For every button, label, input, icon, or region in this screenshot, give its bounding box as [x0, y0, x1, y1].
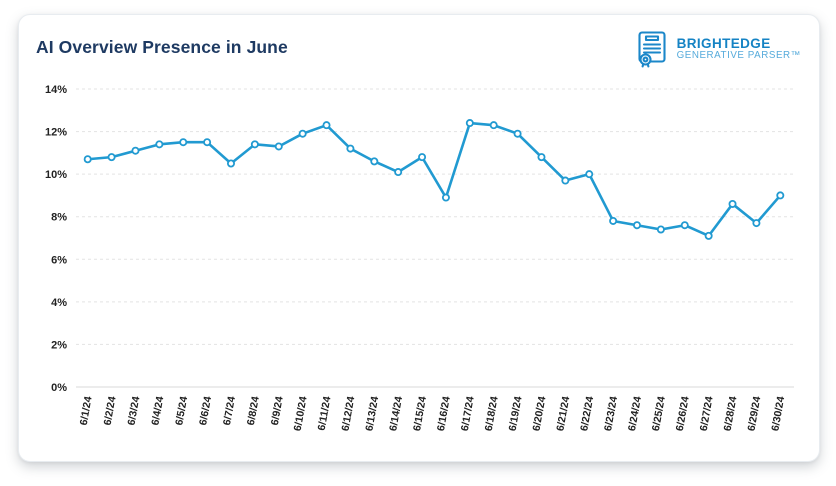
x-axis-tick-label: 6/13/24: [363, 395, 381, 432]
y-axis-tick-label: 8%: [51, 212, 67, 224]
y-axis-tick-label: 6%: [51, 254, 67, 266]
data-point-6/19/24: [513, 129, 522, 138]
data-point-6/14/24: [394, 168, 403, 177]
x-axis-tick-label: 6/15/24: [411, 395, 429, 432]
data-point-6/29/24: [752, 219, 761, 228]
data-point-6/3/24: [131, 146, 140, 155]
x-axis-tick-label: 6/30/24: [769, 395, 787, 432]
y-axis-tick-label: 12%: [45, 127, 67, 139]
x-axis-tick-label: 6/23/24: [602, 395, 620, 432]
data-point-6/4/24: [155, 140, 164, 149]
certificate-document-icon: [634, 30, 670, 68]
x-axis-tick-label: 6/1/24: [78, 395, 95, 426]
logo-brand-text: BRIGHTEDGE: [676, 35, 771, 51]
logo-text: BRIGHTEDGE GENERATIVE PARSER™: [676, 35, 801, 61]
data-point-6/25/24: [656, 225, 665, 234]
data-point-6/30/24: [776, 191, 785, 200]
x-axis-tick-label: 6/29/24: [745, 395, 763, 432]
data-point-6/8/24: [250, 140, 259, 149]
x-axis-tick-label: 6/16/24: [435, 395, 453, 432]
data-point-6/13/24: [370, 157, 379, 166]
x-axis-tick-label: 6/24/24: [626, 395, 644, 432]
x-axis-tick-label: 6/7/24: [221, 395, 238, 426]
x-axis-tick-label: 6/12/24: [339, 395, 357, 432]
data-point-6/12/24: [346, 144, 355, 153]
x-axis-tick-label: 6/21/24: [554, 395, 572, 432]
x-axis-tick-label: 6/22/24: [578, 395, 596, 432]
data-point-6/10/24: [298, 129, 307, 138]
y-axis-tick-label: 10%: [45, 169, 67, 181]
logo-subtitle-text: GENERATIVE PARSER™: [676, 49, 801, 61]
chart-card: AI Overview Presence in June: [18, 14, 820, 462]
x-axis-tick-label: 6/26/24: [674, 395, 692, 432]
data-point-6/1/24: [83, 155, 92, 164]
x-axis-tick-label: 6/19/24: [507, 395, 525, 432]
data-point-6/7/24: [226, 159, 235, 168]
data-point-6/21/24: [561, 176, 570, 185]
x-axis-tick-label: 6/17/24: [459, 395, 477, 432]
series-line: [86, 121, 782, 238]
data-point-6/16/24: [441, 193, 450, 202]
data-point-6/18/24: [489, 121, 498, 130]
data-point-6/6/24: [203, 138, 212, 147]
y-axis-tick-label: 4%: [51, 297, 67, 309]
x-axis-tick-label: 6/4/24: [149, 395, 166, 426]
x-axis-tick-label: 6/3/24: [126, 395, 143, 426]
x-axis-tick-label: 6/20/24: [531, 395, 549, 432]
x-axis-tick-label: 6/6/24: [197, 395, 214, 426]
data-point-6/5/24: [179, 138, 188, 147]
data-point-6/17/24: [465, 119, 474, 128]
data-point-6/2/24: [107, 153, 116, 162]
x-axis-tick-label: 6/2/24: [102, 395, 119, 426]
x-axis-tick-label: 6/8/24: [245, 395, 262, 426]
x-axis-tick-label: 6/10/24: [292, 395, 310, 432]
x-axis-tick-label: 6/5/24: [173, 395, 190, 426]
brightedge-logo: BRIGHTEDGE GENERATIVE PARSER™: [634, 30, 801, 68]
y-axis-tick-label: 2%: [51, 339, 67, 351]
x-axis-tick-label: 6/9/24: [269, 395, 286, 426]
y-axis-tick-label: 0%: [51, 382, 67, 394]
data-point-6/9/24: [274, 142, 283, 151]
data-point-6/28/24: [728, 199, 737, 208]
data-point-6/23/24: [609, 216, 618, 225]
data-point-6/22/24: [585, 170, 594, 179]
x-axis-tick-label: 6/25/24: [650, 395, 668, 432]
x-axis-tick-label: 6/18/24: [483, 395, 501, 432]
data-point-6/20/24: [537, 153, 546, 162]
x-axis-tick-label: 6/11/24: [316, 395, 334, 431]
x-axis-tick-label: 6/28/24: [722, 395, 740, 432]
data-point-6/27/24: [704, 231, 713, 240]
data-point-6/11/24: [322, 121, 331, 130]
data-point-6/26/24: [680, 221, 689, 230]
x-axis-tick-label: 6/14/24: [387, 395, 405, 432]
chart-title: AI Overview Presence in June: [36, 37, 288, 57]
y-axis-tick-label: 14%: [45, 84, 67, 96]
data-point-6/15/24: [418, 153, 427, 162]
x-axis-tick-label: 6/27/24: [698, 395, 716, 432]
data-point-6/24/24: [633, 221, 642, 230]
line-chart: 0% 2% 4% 6% 8% 10% 12% 14% 6/1/24 6/2/24 6/3/24 6/4…: [45, 84, 794, 432]
